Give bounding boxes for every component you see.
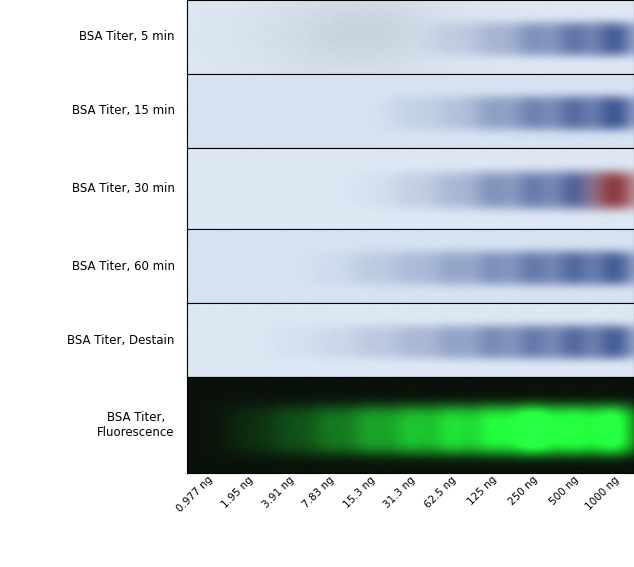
Text: 7.83 ng: 7.83 ng	[301, 475, 336, 510]
Text: BSA Titer, Destain: BSA Titer, Destain	[67, 334, 174, 347]
Text: 0.977 ng: 0.977 ng	[174, 475, 214, 514]
Text: 15.3 ng: 15.3 ng	[342, 475, 377, 510]
Text: BSA Titer,
Fluorescence: BSA Titer, Fluorescence	[97, 412, 174, 439]
Text: 62.5 ng: 62.5 ng	[423, 475, 458, 510]
Text: 250 ng: 250 ng	[507, 475, 540, 507]
Text: BSA Titer, 15 min: BSA Titer, 15 min	[72, 104, 174, 117]
Text: BSA Titer, 60 min: BSA Titer, 60 min	[72, 260, 174, 273]
Text: 1.95 ng: 1.95 ng	[220, 475, 255, 510]
Text: 125 ng: 125 ng	[466, 475, 499, 507]
Text: 31.3 ng: 31.3 ng	[382, 475, 418, 510]
Text: 500 ng: 500 ng	[548, 475, 580, 507]
Text: 3.91 ng: 3.91 ng	[261, 475, 295, 510]
Text: BSA Titer, 30 min: BSA Titer, 30 min	[72, 182, 174, 195]
Text: 1000 ng: 1000 ng	[583, 475, 621, 511]
Text: BSA Titer, 5 min: BSA Titer, 5 min	[79, 31, 174, 44]
